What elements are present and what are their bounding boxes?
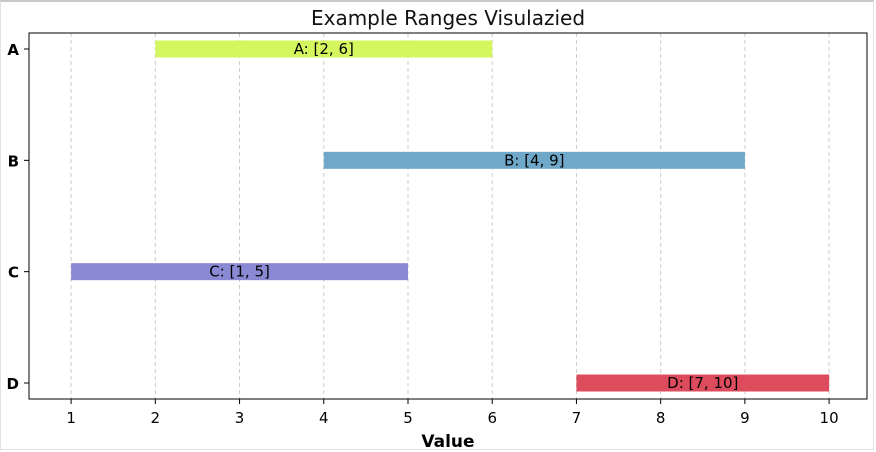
y-category-label: D <box>7 375 19 393</box>
range-bars: A: [2, 6] B: [4, 9] C: [1, 5] D: [7, 10] <box>71 40 830 392</box>
range-label-c: C: [1, 5] <box>209 263 270 281</box>
range-bar-b <box>323 151 745 169</box>
x-tick-label: 9 <box>740 409 750 427</box>
range-bar-c <box>71 263 408 281</box>
x-tick-label: 3 <box>235 409 245 427</box>
range-label-b: B: [4, 9] <box>504 151 564 169</box>
range-bar-d <box>576 374 830 392</box>
range-label-a: A: [2, 6] <box>294 40 354 58</box>
y-category-label: B <box>8 152 19 170</box>
x-tick-label: 8 <box>656 409 666 427</box>
x-tick-label: 6 <box>487 409 497 427</box>
x-tick-label: 5 <box>403 409 413 427</box>
chart-title: Example Ranges Visulazied <box>311 6 585 30</box>
y-axis-ticks: A B C D <box>7 41 29 393</box>
plot-area <box>28 32 868 400</box>
x-tick-label: 7 <box>572 409 582 427</box>
range-bar-a <box>155 40 493 58</box>
x-axis-ticks: 1 2 3 4 5 6 7 8 9 10 <box>66 399 839 427</box>
range-label-d: D: [7, 10] <box>667 374 738 392</box>
y-category-label: A <box>7 41 19 59</box>
x-tick-label: 10 <box>820 409 839 427</box>
x-tick-label: 1 <box>66 409 76 427</box>
y-category-label: C <box>8 264 19 282</box>
x-tick-label: 4 <box>319 409 329 427</box>
x-tick-label: 2 <box>151 409 161 427</box>
x-axis-label: Value <box>421 432 474 452</box>
grid-lines <box>70 33 830 399</box>
